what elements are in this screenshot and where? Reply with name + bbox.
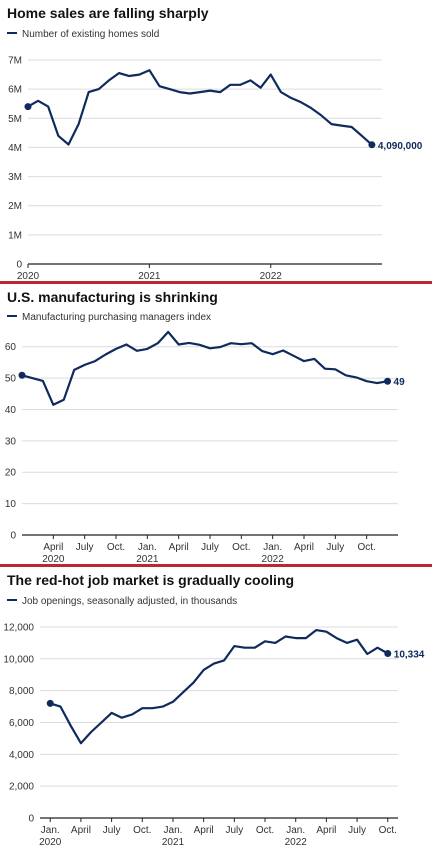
x-tick-label: April [169,542,189,553]
end-value-label: 4,090,000 [378,141,423,152]
legend-label: Number of existing homes sold [22,29,160,40]
x-tick-sublabel: 2020 [42,554,65,565]
chart-title: The red-hot job market is gradually cool… [7,572,295,588]
section-divider [0,564,432,567]
home-sales-chart: 0 1M 2M 3M 4M 5M 6M 7M 2020 2021 2022 4,090,000 [8,56,423,283]
x-tick-label: April [294,542,314,553]
y-tick-label: 6M [8,85,22,96]
x-tick-label: Jan. [286,825,305,836]
y-tick-label: 30 [5,436,17,447]
x-tick-sublabel: 2022 [262,554,285,565]
y-tick-label: 10 [5,499,17,510]
x-tick-label: Jan. [263,542,282,553]
y-tick-label: 2M [8,201,22,212]
chart-title: U.S. manufacturing is shrinking [7,289,218,305]
y-tick-label: 12,000 [3,622,34,633]
chart-panel-home-sales: Home sales are falling sharply Number of… [0,0,432,282]
y-tick-label: 4,000 [9,750,34,761]
chart-legend: Job openings, seasonally adjusted, in th… [7,596,237,607]
y-tick-label: 4M [8,143,22,154]
y-tick-label: 0 [28,814,34,825]
x-tick-label: April [194,825,214,836]
x-tick-label: Oct. [256,825,274,836]
x-tick-sublabel: 2021 [136,554,159,565]
y-tick-label: 50 [5,374,17,385]
start-point [24,103,32,111]
y-tick-label: 40 [5,405,17,416]
series-line [21,330,388,406]
legend-line-swatch [7,315,17,318]
x-tick-label: Jan. [164,825,183,836]
x-tick-label: July [348,825,366,836]
y-tick-label: 60 [5,342,17,353]
x-tick-label: July [76,542,94,553]
x-tick-label: July [201,542,219,553]
end-value-label: 49 [394,377,406,388]
legend-line-swatch [7,32,17,35]
series-line [49,628,389,745]
series-line [27,69,373,146]
y-tick-label: 5M [8,114,22,125]
x-tick-label: April [71,825,91,836]
chart-title: Home sales are falling sharply [7,5,209,21]
end-point [384,377,392,385]
x-tick-label: Oct. [357,542,375,553]
legend-label: Job openings, seasonally adjusted, in th… [22,596,238,607]
y-tick-label: 10,000 [3,654,34,665]
y-tick-label: 1M [8,230,22,241]
end-point [368,141,376,149]
y-tick-label: 7M [8,56,22,67]
x-tick-sublabel: 2020 [39,837,62,847]
y-tick-label: 6,000 [9,718,34,729]
x-tick-label: April [43,542,63,553]
x-tick-label: Jan. [138,542,157,553]
y-tick-label: 2,000 [9,782,34,793]
x-tick-label: Oct. [133,825,151,836]
x-tick-label: July [103,825,121,836]
y-tick-label: 0 [10,531,16,542]
x-tick-label: 2022 [260,271,283,282]
y-tick-label: 8,000 [9,686,34,697]
chart-legend: Manufacturing purchasing managers index [7,312,211,323]
section-divider [0,281,432,284]
x-tick-sublabel: 2022 [285,837,308,847]
x-tick-label: Oct. [232,542,250,553]
x-tick-label: 2021 [138,271,161,282]
x-tick-label: April [316,825,336,836]
x-tick-label: Jan. [41,825,60,836]
chart-legend: Number of existing homes sold [7,29,159,40]
x-tick-label: Oct. [379,825,397,836]
legend-line-swatch [7,599,17,602]
end-value-label: 10,334 [394,649,425,660]
x-tick-label: July [326,542,344,553]
x-tick-label: 2020 [17,271,40,282]
start-point [46,699,54,707]
x-tick-sublabel: 2021 [162,837,185,847]
y-tick-label: 20 [5,468,17,479]
legend-label: Manufacturing purchasing managers index [22,312,211,323]
job-openings-chart: 02,0004,0006,0008,00010,00012,000Jan.202… [3,622,425,847]
y-tick-label: 0 [16,260,22,271]
x-tick-label: Oct. [107,542,125,553]
start-point [18,371,26,379]
chart-panel-job-openings: The red-hot job market is gradually cool… [0,567,432,847]
chart-panel-manufacturing: U.S. manufacturing is shrinking Manufact… [0,284,432,565]
x-tick-label: July [225,825,243,836]
end-point [384,649,392,657]
y-tick-label: 3M [8,172,22,183]
